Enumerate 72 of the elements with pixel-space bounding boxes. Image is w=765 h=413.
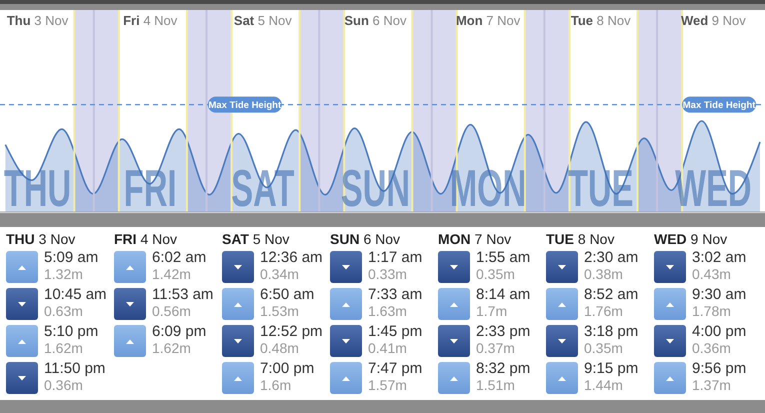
text: 0.56m <box>152 303 191 320</box>
text: 7:33 am <box>368 286 422 303</box>
text: 1.62m <box>152 340 191 357</box>
text: 9:30 am <box>692 286 746 303</box>
text: 1:17 am <box>368 249 422 266</box>
text: 0.35m <box>476 266 515 283</box>
text: 9:56 pm <box>692 360 746 377</box>
annotation: THU <box>4 160 72 218</box>
text: 1.44m <box>584 377 623 394</box>
text: SUN 6 Nov <box>330 231 400 247</box>
text: 1.7m <box>476 303 508 320</box>
text: 9:15 pm <box>584 360 638 377</box>
text: FRI 4 Nov <box>114 231 178 247</box>
x-tick-label: Fri 4 Nov <box>123 13 178 28</box>
text: SAT 5 Nov <box>222 231 290 247</box>
x-tick-label: Tue 8 Nov <box>570 13 632 28</box>
text: MON 7 Nov <box>438 231 512 247</box>
text: 5:10 pm <box>44 323 98 340</box>
text: 0.48m <box>260 340 299 357</box>
text: TUE 8 Nov <box>546 231 614 247</box>
x-tick-label: Thu 3 Nov <box>6 13 69 28</box>
text: 8:32 pm <box>476 360 530 377</box>
text: 10:45 am <box>44 286 107 303</box>
text: 1.37m <box>692 377 731 394</box>
text: 1.6m <box>260 377 292 394</box>
text: 8:52 am <box>584 286 638 303</box>
text: 1.42m <box>152 266 191 283</box>
text: 8:14 am <box>476 286 530 303</box>
text: 3:18 pm <box>584 323 638 340</box>
text: 1.57m <box>368 377 407 394</box>
text: 1:55 am <box>476 249 530 266</box>
text: 2:33 pm <box>476 323 530 340</box>
x-tick-label: Sat 5 Nov <box>234 13 292 28</box>
text: THU 3 Nov <box>6 231 76 247</box>
text: 0.35m <box>584 340 623 357</box>
text: 6:02 am <box>152 249 206 266</box>
text: 0.43m <box>692 266 731 283</box>
text: 3:02 am <box>692 249 746 266</box>
text: 0.37m <box>476 340 515 357</box>
text: 7:00 pm <box>260 360 314 377</box>
text: 0.63m <box>44 303 83 320</box>
text: 1.63m <box>368 303 407 320</box>
text: 4:00 pm <box>692 323 746 340</box>
text: 11:50 pm <box>44 360 106 377</box>
text: 5:09 am <box>44 249 98 266</box>
text: 0.33m <box>368 266 407 283</box>
text: Max Tide Height <box>682 100 756 112</box>
text: 7:47 pm <box>368 360 422 377</box>
text: 1.53m <box>260 303 299 320</box>
text: 0.38m <box>584 266 623 283</box>
text: WED 9 Nov <box>654 231 728 247</box>
x-tick-label: Sun 6 Nov <box>344 13 408 28</box>
text: 0.36m <box>44 377 83 394</box>
text: 1.51m <box>476 377 515 394</box>
text: 1.32m <box>44 266 83 283</box>
text: 2:30 am <box>584 249 638 266</box>
text: 1.78m <box>692 303 731 320</box>
text: 11:53 am <box>152 286 214 303</box>
x-tick-label: Wed 9 Nov <box>680 13 746 28</box>
text: 0.34m <box>260 266 299 283</box>
annotation: FRI <box>124 160 177 218</box>
text: 1:45 pm <box>368 323 422 340</box>
text: 12:52 pm <box>260 323 323 340</box>
text: 0.41m <box>368 340 407 357</box>
x-tick-label: Mon 7 Nov <box>456 13 521 28</box>
text: 0.36m <box>692 340 731 357</box>
ref-line-label: Max Tide Height <box>208 100 282 112</box>
text: 1.62m <box>44 340 83 357</box>
text: 1.76m <box>584 303 623 320</box>
text: 12:36 am <box>260 249 323 266</box>
text: 6:09 pm <box>152 323 206 340</box>
text: 6:50 am <box>260 286 314 303</box>
